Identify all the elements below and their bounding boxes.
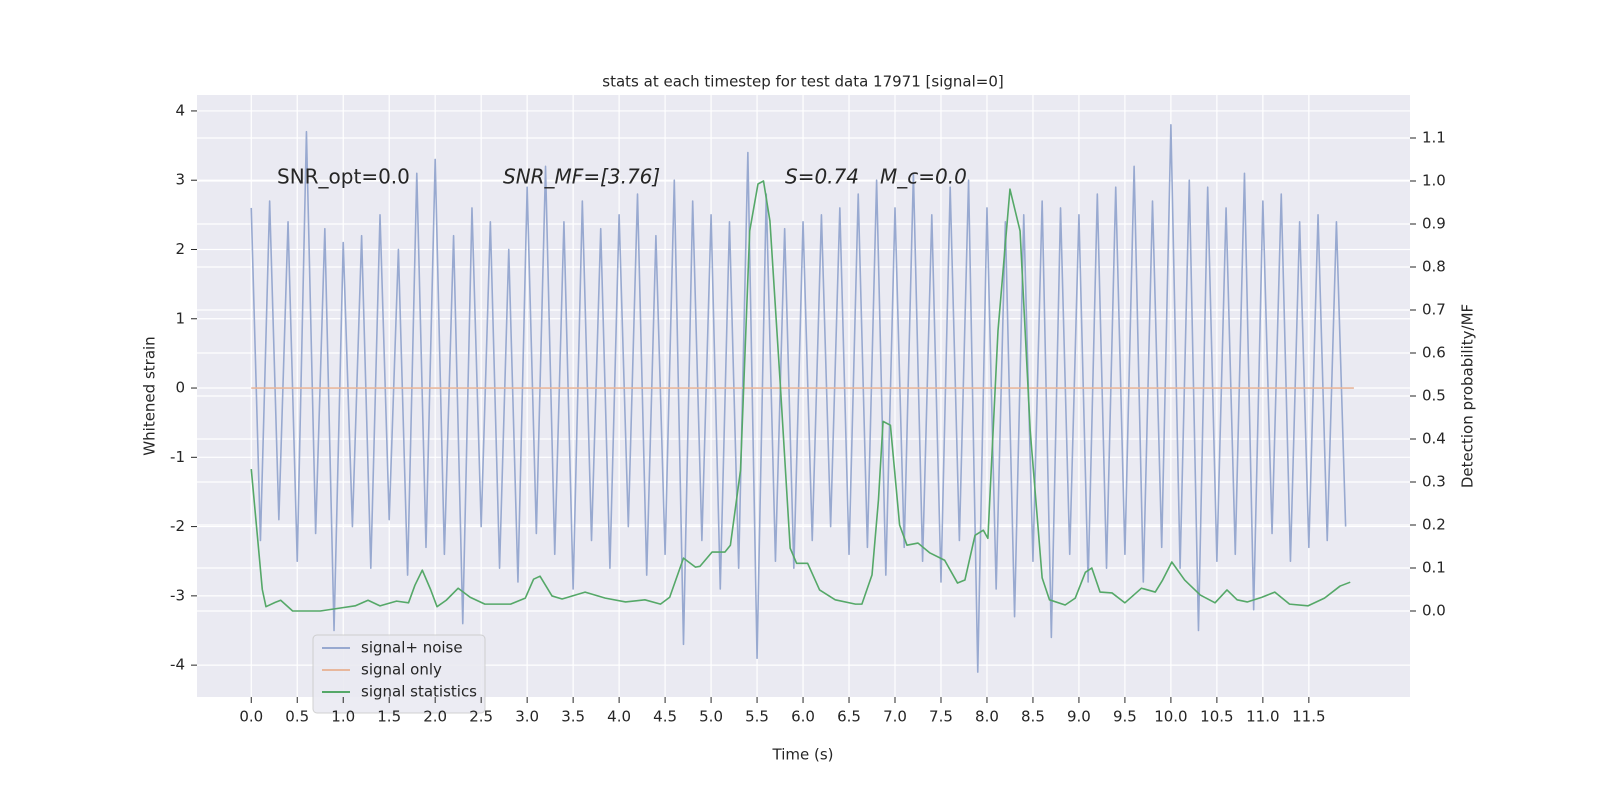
- annotation: S=0.74: [785, 165, 859, 189]
- y-tick-label: -2: [170, 517, 185, 535]
- x-tick-label: 7.5: [929, 708, 953, 726]
- annotation: SNR_opt=0.0: [277, 165, 410, 189]
- y-tick-label: 4: [175, 101, 185, 119]
- x-tick-label: 10.5: [1200, 708, 1233, 726]
- y2-tick-label: 0.7: [1422, 301, 1446, 319]
- x-tick-label: 2.0: [423, 708, 447, 726]
- y2-tick-label: 0.5: [1422, 387, 1446, 405]
- x-tick-label: 7.0: [883, 708, 907, 726]
- y-tick-label: 2: [175, 240, 185, 258]
- legend-label: signal statistics: [361, 683, 477, 701]
- x-tick-label: 6.5: [837, 708, 861, 726]
- grid: [197, 95, 1410, 697]
- x-tick-label: 5.5: [745, 708, 769, 726]
- x-tick-label: 0.5: [285, 708, 309, 726]
- legend-label: signal+ noise: [361, 639, 463, 657]
- x-tick-label: 8.5: [1021, 708, 1045, 726]
- annotation: SNR_MF=[3.76]: [503, 165, 660, 189]
- y2-tick-label: 0.8: [1422, 258, 1446, 276]
- marks: [250, 123, 1354, 673]
- y2-tick-label: 0.3: [1422, 473, 1446, 491]
- x-axis-label: Time (s): [772, 746, 834, 764]
- legend-label: signal only: [361, 661, 442, 679]
- x-tick-label: 11.5: [1292, 708, 1325, 726]
- y-tick-label: -4: [170, 656, 185, 674]
- y-tick-label: -3: [170, 586, 185, 604]
- x-tick-label: 0.0: [239, 708, 263, 726]
- y-tick-label: 1: [175, 309, 185, 327]
- x-tick-label: 4.5: [653, 708, 677, 726]
- series-line: [250, 180, 1351, 612]
- y2-tick-label: 0.4: [1422, 430, 1446, 448]
- legend: signal+ noise signal only signal statistic…: [312, 634, 486, 714]
- y2-tick-label: 0.9: [1422, 215, 1446, 233]
- y2-tick-label: 0.1: [1422, 559, 1446, 577]
- chart-title: stats at each timestep for test data 179…: [602, 73, 1003, 91]
- y2-tick-label: 0.0: [1422, 602, 1446, 620]
- x-tick-label: 9.5: [1113, 708, 1137, 726]
- x-tick-label: 6.0: [791, 708, 815, 726]
- series-line: [250, 123, 1347, 673]
- y-tick-label: -1: [170, 448, 185, 466]
- y2-axis-label: Detection probability/MF: [1459, 304, 1477, 488]
- x-tick-label: 3.5: [561, 708, 585, 726]
- x-tick-label: 9.0: [1067, 708, 1091, 726]
- y-tick-label: 3: [175, 171, 185, 189]
- annotation: M_c=0.0: [880, 165, 967, 189]
- y2-tick-label: 0.6: [1422, 344, 1446, 362]
- y2-tick-label: 0.2: [1422, 516, 1446, 534]
- x-tick-label: 4.0: [607, 708, 631, 726]
- x-tick-label: 8.0: [975, 708, 999, 726]
- x-tick-label: 10.0: [1154, 708, 1187, 726]
- x-tick-label: 1.0: [331, 708, 355, 726]
- x-tick-label: 3.0: [515, 708, 539, 726]
- y2-tick-label: 1.0: [1422, 172, 1446, 190]
- x-tick-label: 2.5: [469, 708, 493, 726]
- y-tick-label: 0: [175, 379, 185, 397]
- y2-tick-label: 1.1: [1422, 129, 1446, 147]
- legend-frame: [312, 634, 486, 714]
- x-tick-label: 5.0: [699, 708, 723, 726]
- y-axis-label: Whitened strain: [141, 336, 159, 455]
- x-tick-label: 1.5: [377, 708, 401, 726]
- x-tick-label: 11.0: [1246, 708, 1279, 726]
